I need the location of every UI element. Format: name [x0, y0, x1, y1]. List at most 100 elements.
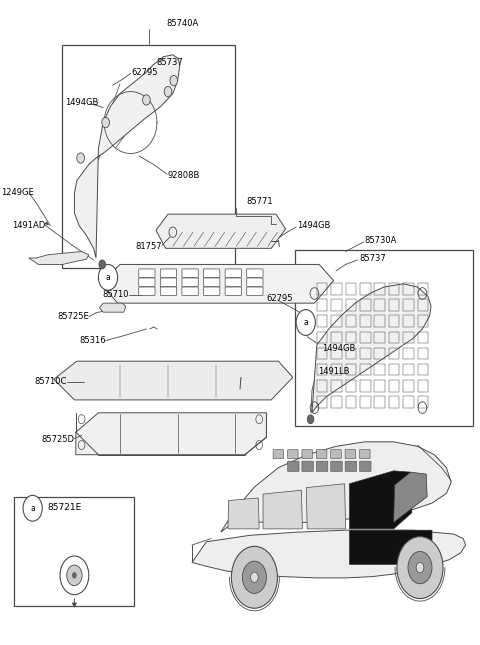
- Circle shape: [416, 562, 424, 573]
- Bar: [389, 364, 399, 375]
- Bar: [360, 315, 371, 327]
- Text: 85730A: 85730A: [365, 236, 397, 245]
- Bar: [374, 396, 385, 408]
- Bar: [418, 332, 428, 343]
- Bar: [317, 299, 327, 311]
- Bar: [389, 396, 399, 408]
- Bar: [403, 380, 414, 392]
- Polygon shape: [349, 471, 412, 529]
- FancyBboxPatch shape: [360, 450, 370, 459]
- Text: 1491AD: 1491AD: [12, 221, 45, 230]
- Circle shape: [164, 86, 172, 97]
- Circle shape: [60, 556, 89, 595]
- FancyBboxPatch shape: [160, 269, 177, 277]
- FancyBboxPatch shape: [316, 461, 328, 471]
- Text: 85721E: 85721E: [47, 503, 81, 512]
- Bar: [403, 299, 414, 311]
- FancyBboxPatch shape: [345, 450, 356, 459]
- Text: 85740A: 85740A: [166, 19, 199, 28]
- Bar: [317, 332, 327, 343]
- Polygon shape: [394, 472, 427, 522]
- Text: 92808B: 92808B: [168, 171, 200, 180]
- FancyBboxPatch shape: [345, 461, 357, 471]
- Polygon shape: [29, 252, 89, 264]
- Bar: [360, 364, 371, 375]
- Circle shape: [307, 415, 314, 424]
- Text: 85710C: 85710C: [35, 377, 67, 386]
- Polygon shape: [54, 361, 293, 400]
- Bar: [346, 348, 356, 359]
- Bar: [374, 283, 385, 295]
- Text: a: a: [30, 504, 35, 513]
- FancyBboxPatch shape: [182, 287, 198, 295]
- FancyBboxPatch shape: [160, 287, 177, 295]
- Circle shape: [408, 551, 432, 584]
- FancyBboxPatch shape: [331, 450, 341, 459]
- Bar: [360, 332, 371, 343]
- Polygon shape: [306, 484, 346, 529]
- Bar: [331, 364, 342, 375]
- Text: a: a: [106, 273, 110, 282]
- Text: 62795: 62795: [132, 68, 158, 77]
- FancyBboxPatch shape: [204, 278, 220, 286]
- Bar: [331, 348, 342, 359]
- Bar: [374, 364, 385, 375]
- Bar: [331, 299, 342, 311]
- Bar: [346, 332, 356, 343]
- Bar: [346, 396, 356, 408]
- Polygon shape: [99, 303, 126, 312]
- Bar: [418, 299, 428, 311]
- Bar: [403, 348, 414, 359]
- Text: 85725E: 85725E: [57, 312, 89, 321]
- Bar: [317, 380, 327, 392]
- Text: 1494GB: 1494GB: [297, 221, 330, 230]
- Text: 85710: 85710: [102, 290, 129, 299]
- Polygon shape: [156, 214, 286, 248]
- FancyBboxPatch shape: [302, 450, 312, 459]
- Bar: [374, 299, 385, 311]
- Bar: [403, 283, 414, 295]
- Bar: [331, 332, 342, 343]
- FancyBboxPatch shape: [316, 450, 327, 459]
- FancyBboxPatch shape: [247, 287, 263, 295]
- Bar: [360, 283, 371, 295]
- FancyBboxPatch shape: [139, 269, 155, 277]
- Polygon shape: [349, 530, 432, 564]
- FancyBboxPatch shape: [182, 278, 198, 286]
- Bar: [418, 380, 428, 392]
- Circle shape: [98, 264, 118, 290]
- Polygon shape: [101, 264, 334, 303]
- FancyBboxPatch shape: [225, 278, 241, 286]
- Circle shape: [102, 117, 109, 128]
- Bar: [389, 315, 399, 327]
- Bar: [360, 299, 371, 311]
- Circle shape: [72, 572, 77, 579]
- FancyBboxPatch shape: [160, 278, 177, 286]
- Circle shape: [170, 75, 178, 86]
- Text: 1494GB: 1494GB: [323, 344, 356, 353]
- FancyBboxPatch shape: [288, 461, 299, 471]
- Bar: [418, 348, 428, 359]
- Text: 85737: 85737: [156, 58, 183, 67]
- FancyBboxPatch shape: [288, 450, 298, 459]
- Bar: [317, 364, 327, 375]
- Bar: [389, 299, 399, 311]
- Circle shape: [67, 565, 82, 586]
- Bar: [346, 380, 356, 392]
- Bar: [295, 250, 473, 426]
- Circle shape: [23, 495, 42, 521]
- Polygon shape: [312, 284, 431, 413]
- Bar: [346, 283, 356, 295]
- Polygon shape: [76, 413, 266, 455]
- Bar: [346, 364, 356, 375]
- Bar: [418, 315, 428, 327]
- Bar: [346, 315, 356, 327]
- Circle shape: [251, 572, 258, 582]
- Polygon shape: [228, 498, 259, 529]
- Bar: [62, 45, 235, 268]
- FancyBboxPatch shape: [204, 269, 220, 277]
- FancyBboxPatch shape: [247, 278, 263, 286]
- Circle shape: [397, 537, 443, 599]
- Bar: [403, 332, 414, 343]
- Bar: [403, 396, 414, 408]
